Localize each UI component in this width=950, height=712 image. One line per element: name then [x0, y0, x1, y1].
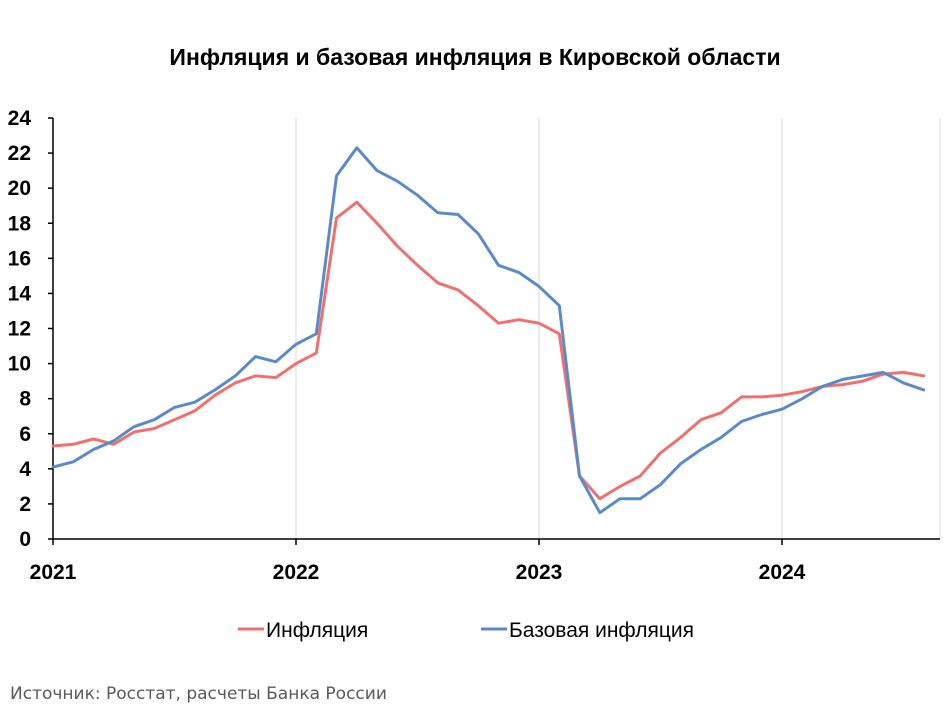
- y-tick-label-18: 18: [8, 212, 32, 235]
- x-tick-labels: 2021 2022 2023 2024: [30, 561, 806, 584]
- x-tick-label-2023: 2023: [516, 561, 563, 584]
- x-tick-label-2022: 2022: [273, 561, 320, 584]
- y-tick-label-0: 0: [19, 528, 31, 551]
- y-tick-label-16: 16: [8, 247, 31, 270]
- y-tick-label-24: 24: [8, 107, 32, 130]
- y-tick-label-22: 22: [8, 142, 31, 165]
- y-tick-label-10: 10: [8, 353, 31, 376]
- y-tick-label-4: 4: [19, 458, 31, 481]
- series-line-core-inflation: [51, 146, 926, 515]
- series-lines: [51, 146, 926, 515]
- chart-title: Инфляция и базовая инфляция в Кировской …: [169, 44, 781, 70]
- y-tick-label-20: 20: [8, 177, 31, 200]
- x-tick-label-2021: 2021: [30, 561, 77, 584]
- source-note: Источник: Росстат, расчеты Банка России: [10, 684, 387, 704]
- y-tick-label-12: 12: [8, 318, 31, 341]
- legend-label-core-inflation: Базовая инфляция: [509, 619, 694, 642]
- legend: Инфляция Базовая инфляция: [238, 619, 694, 642]
- y-tick-label-14: 14: [8, 282, 32, 305]
- y-tick-label-2: 2: [19, 493, 31, 516]
- y-tick-label-6: 6: [19, 423, 31, 446]
- y-tick-label-8: 8: [19, 388, 31, 411]
- series-line-inflation: [51, 200, 926, 501]
- x-tick-label-2024: 2024: [759, 561, 806, 584]
- grid-lines: [295, 118, 941, 539]
- axes: [48, 117, 940, 545]
- legend-label-inflation: Инфляция: [266, 619, 368, 642]
